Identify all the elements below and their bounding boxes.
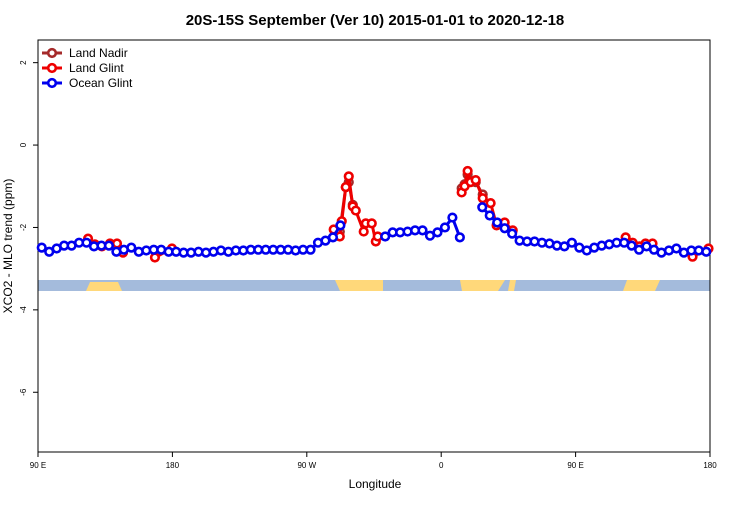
data-point bbox=[484, 210, 495, 221]
data-point bbox=[81, 237, 92, 248]
data-point bbox=[366, 218, 377, 229]
data-point bbox=[417, 225, 428, 236]
x-tick-label: 90 W bbox=[297, 461, 316, 470]
legend-label: Ocean Glint bbox=[69, 76, 133, 90]
data-point bbox=[626, 240, 637, 251]
data-point bbox=[477, 202, 488, 213]
chart-title: 20S-15S September (Ver 10) 2015-01-01 to… bbox=[186, 12, 565, 29]
data-point bbox=[343, 171, 354, 182]
y-tick-label: -6 bbox=[19, 388, 28, 396]
data-point bbox=[36, 242, 47, 253]
y-tick-label: -2 bbox=[19, 223, 28, 231]
data-point bbox=[103, 240, 115, 251]
land-patch bbox=[623, 280, 660, 291]
data-point bbox=[566, 237, 577, 248]
data-point bbox=[305, 244, 316, 255]
data-point bbox=[447, 212, 458, 223]
data-point bbox=[358, 226, 369, 237]
x-tick-label: 180 bbox=[166, 461, 180, 470]
data-point bbox=[340, 181, 351, 193]
y-axis-label: XCO2 - MLO trend (ppm) bbox=[1, 179, 15, 314]
data-point bbox=[335, 220, 346, 231]
x-tick-label: 90 E bbox=[567, 461, 583, 470]
data-point bbox=[350, 205, 361, 216]
data-point bbox=[559, 241, 570, 252]
data-point bbox=[149, 252, 161, 263]
legend-swatch-marker bbox=[46, 62, 58, 74]
y-tick-label: 2 bbox=[19, 60, 28, 65]
data-point bbox=[462, 165, 473, 177]
x-tick-label: 90 E bbox=[30, 461, 46, 470]
data-point bbox=[111, 238, 123, 249]
land-patch bbox=[86, 282, 122, 291]
legend-swatch-marker bbox=[46, 77, 58, 89]
land-patch bbox=[335, 280, 383, 291]
data-point bbox=[701, 246, 712, 257]
data-point bbox=[432, 227, 443, 238]
data-point bbox=[507, 228, 518, 239]
y-tick-label: -4 bbox=[19, 306, 28, 314]
data-point bbox=[477, 193, 488, 204]
x-tick-label: 180 bbox=[703, 461, 717, 470]
x-axis-label: Longitude bbox=[349, 477, 402, 491]
data-point bbox=[327, 232, 339, 243]
data-point bbox=[492, 217, 503, 228]
land-patch bbox=[460, 280, 505, 291]
data-point bbox=[380, 231, 391, 242]
data-point bbox=[454, 232, 465, 243]
land-patch bbox=[508, 280, 516, 291]
data-point bbox=[485, 198, 496, 209]
y-tick-label: 0 bbox=[19, 142, 28, 147]
data-point bbox=[439, 222, 451, 233]
data-point bbox=[671, 243, 682, 254]
data-point bbox=[126, 242, 137, 253]
legend-label: Land Glint bbox=[69, 61, 124, 75]
legend-label: Land Nadir bbox=[69, 46, 128, 60]
legend-swatch-marker bbox=[46, 47, 58, 59]
x-tick-label: 0 bbox=[439, 461, 444, 470]
data-point bbox=[499, 223, 510, 234]
data-point bbox=[470, 174, 481, 186]
